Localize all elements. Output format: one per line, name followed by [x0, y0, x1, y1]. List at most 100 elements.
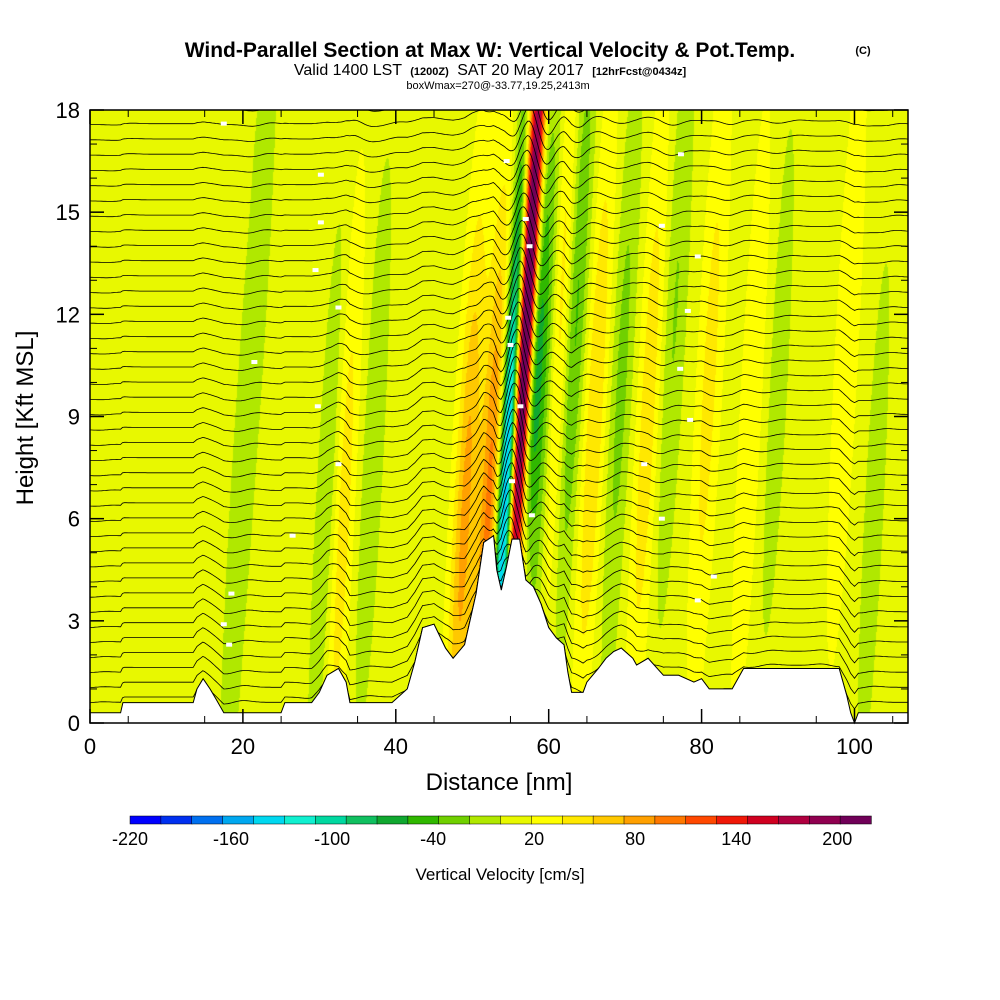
contour-label-box — [641, 462, 648, 467]
theta-contour — [90, 342, 908, 404]
contour-label-box — [694, 254, 701, 259]
theta-contour — [90, 434, 908, 511]
theta-contour — [90, 178, 908, 223]
colorbar-swatch — [592, 815, 625, 825]
colorbar-swatch — [747, 815, 780, 825]
contour-label-box — [658, 223, 665, 228]
y-axis-title: Height [Kft MSL] — [12, 331, 39, 506]
axis-ticks — [89, 109, 908, 724]
colorbar — [129, 815, 872, 825]
contour-label-box — [505, 315, 512, 320]
colorbar-swatch — [809, 815, 841, 825]
colorbar-swatch — [469, 815, 502, 825]
copyright-mark: (C) — [855, 45, 871, 57]
colorbar-swatch — [654, 815, 687, 825]
contour-label-box — [317, 220, 324, 225]
chart-subtitle: Valid 1400 LST (1200Z) SAT 20 May 2017 [… — [294, 62, 687, 79]
theta-contour — [90, 489, 908, 572]
contour-label-box — [335, 305, 342, 310]
colorbar-tick-label: -160 — [213, 829, 249, 849]
theta-contour — [90, 516, 908, 603]
contour-label-box — [312, 268, 319, 273]
colorbar-tick-label: 20 — [524, 829, 544, 849]
contour-label-box — [528, 513, 535, 518]
contour-label-box — [251, 360, 258, 365]
colorbar-swatch — [191, 815, 224, 825]
theta-contour — [90, 409, 908, 480]
theta-contour — [90, 260, 908, 311]
colorbar-tick-label: -220 — [112, 829, 148, 849]
theta-contour — [90, 206, 908, 252]
theta-contour — [90, 120, 908, 165]
theta-contour — [90, 530, 908, 618]
contour-label-box — [220, 622, 227, 627]
colorbar-swatch — [253, 815, 286, 825]
theta-contour — [90, 462, 908, 541]
contour-label-box — [220, 121, 227, 126]
contour-label-box — [507, 342, 514, 347]
theta-contour — [90, 110, 908, 150]
theta-contour — [90, 355, 908, 419]
x-tick-label: 0 — [84, 734, 96, 759]
colorbar-swatch — [129, 815, 162, 825]
subtitle-date: SAT 20 May 2017 — [457, 62, 584, 79]
contour-label-box — [335, 462, 342, 467]
y-tick-label: 0 — [68, 711, 80, 736]
colorbar-swatch — [685, 815, 718, 825]
colorbar-swatch — [839, 815, 872, 825]
theta-contour — [90, 502, 908, 587]
colorbar-swatch — [160, 815, 193, 825]
contour-label-box — [314, 404, 321, 409]
x-tick-label: 40 — [384, 734, 408, 759]
theta-contour — [90, 164, 908, 209]
theta-contour — [90, 421, 908, 495]
colorbar-tick-label: -40 — [420, 829, 446, 849]
contour-label-box — [658, 516, 665, 521]
theta-contour — [90, 233, 908, 281]
theta-contour — [90, 475, 908, 557]
colorbar-swatch — [284, 815, 316, 825]
plot-area — [89, 109, 909, 725]
y-tick-label: 6 — [68, 507, 80, 532]
x-tick-label: 60 — [536, 734, 560, 759]
contour-label-box — [677, 366, 684, 371]
theta-contour — [90, 135, 908, 180]
theta-contour — [90, 314, 908, 373]
theta-contour — [90, 535, 908, 633]
contour-label-box — [710, 574, 717, 579]
contour-label-box — [317, 172, 324, 177]
subtitle-utc: (1200Z) — [410, 66, 449, 78]
contour-label-box — [508, 479, 515, 484]
colorbar-swatch — [623, 815, 656, 825]
theta-contour — [90, 192, 908, 238]
theta-contour — [90, 247, 908, 296]
x-axis-title: Distance [nm] — [426, 769, 573, 796]
contour-label-box — [526, 244, 533, 249]
contour-label-box — [687, 417, 694, 422]
chart-title: Wind-Parallel Section at Max W: Vertical… — [185, 39, 796, 62]
subtitle-forecast: [12hrFcst@0434z] — [592, 66, 686, 78]
theta-contour — [90, 287, 908, 342]
colorbar-tick-label: 140 — [721, 829, 751, 849]
y-tick-label: 9 — [68, 405, 80, 430]
theta-contour — [90, 369, 908, 434]
theta-contour — [90, 219, 908, 267]
colorbar-tick-label: 200 — [822, 829, 852, 849]
y-tick-label: 18 — [56, 98, 80, 123]
y-tick-label: 15 — [56, 200, 80, 225]
colorbar-swatch — [531, 815, 563, 825]
colorbar-swatch — [222, 815, 255, 825]
theta-contour — [90, 448, 908, 526]
contour-label-box — [517, 404, 524, 409]
x-tick-label: 20 — [231, 734, 255, 759]
chart-box-note: boxWmax=270@-33.77,19.25,2413m — [406, 80, 589, 92]
colorbar-tick-label: 80 — [625, 829, 645, 849]
colorbar-swatch — [376, 815, 409, 825]
colorbar-swatch — [778, 815, 810, 825]
colorbar-swatch — [345, 815, 378, 825]
x-tick-label: 80 — [689, 734, 713, 759]
potential-temperature-contours — [90, 110, 908, 710]
contour-label-box — [228, 591, 235, 596]
y-tick-label: 12 — [56, 302, 80, 327]
